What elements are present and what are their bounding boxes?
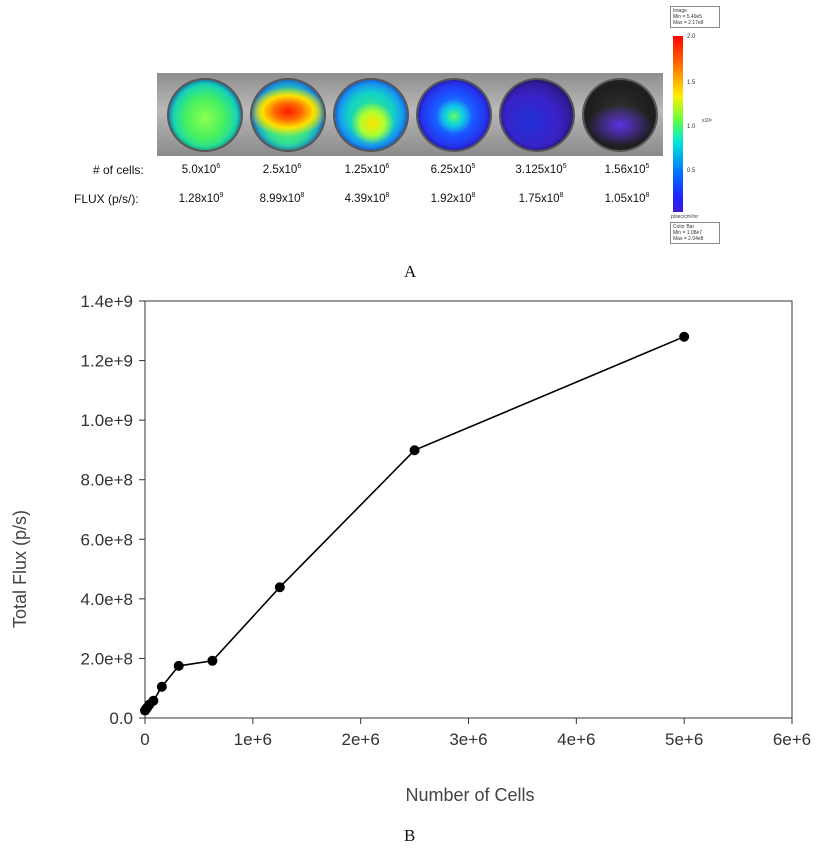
flux-value-1: 1.28x109 — [178, 192, 224, 205]
colorbar-bottom-note: Color Bar Min = 1.08e7 Max = 2.04e8 — [670, 222, 720, 244]
panel-a: # of cells: FLUX (p/s/): 5.0x106 2.5x106… — [0, 0, 819, 290]
cells-value-6: 1.56x105 — [604, 163, 650, 176]
x-tick-label: 5e+6 — [665, 730, 703, 749]
colorbar-exponent: x10⁸ — [702, 118, 713, 124]
cells-value-1: 5.0x106 — [181, 163, 221, 176]
x-tick-label: 4e+6 — [557, 730, 595, 749]
caption-b: B — [404, 826, 416, 845]
well-3-image — [335, 80, 407, 150]
colorbar-gradient — [673, 36, 683, 212]
well-6-image — [584, 80, 656, 150]
y-tick-label: 2.0e+8 — [81, 649, 133, 668]
flux-value-3: 4.39x108 — [344, 192, 390, 205]
color-scale-bar: Image Min = 5.49e5 Max = 2.17e8 2.0 1.5 … — [670, 6, 720, 248]
x-tick-label: 3e+6 — [449, 730, 487, 749]
data-point — [156, 681, 167, 692]
y-tick-label: 0.0 — [109, 709, 133, 728]
series-line — [144, 335, 685, 712]
data-point — [148, 695, 159, 706]
well-4-image — [418, 80, 490, 150]
y-tick-label: 8.0e+8 — [81, 471, 133, 490]
x-tick-label: 2e+6 — [342, 730, 380, 749]
y-tick-label: 6.0e+8 — [81, 530, 133, 549]
well-2-image — [252, 80, 324, 150]
well-5-image — [501, 80, 573, 150]
data-point — [173, 660, 184, 671]
flux-vs-cells-chart: 0 1e+6 2e+6 3e+6 4e+6 5e+6 6e+6 0.0 2.0e+8 4.0e+8… — [10, 292, 812, 805]
flux-value-4: 1.92x108 — [430, 192, 476, 205]
y-axis-title: Total Flux (p/s) — [10, 510, 30, 628]
flux-value-2: 8.99x108 — [259, 192, 305, 205]
flux-value-5: 1.75x108 — [518, 192, 564, 205]
cells-row-label: # of cells: — [93, 163, 144, 177]
x-tick-label: 0 — [140, 730, 149, 749]
y-tick-label: 1.4e+9 — [81, 292, 133, 311]
flux-value-6: 1.05x108 — [604, 192, 650, 205]
plot-frame — [144, 300, 793, 719]
cells-value-4: 6.25x105 — [430, 163, 476, 176]
cells-value-2: 2.5x106 — [262, 163, 302, 176]
flux-row-label: FLUX (p/s/): — [74, 192, 139, 206]
cells-value-5: 3.125x105 — [515, 163, 567, 176]
cells-value-3: 1.25x106 — [344, 163, 390, 176]
colorbar-tick-2: 1.5 — [687, 80, 696, 86]
y-tick-label: 1.2e+9 — [81, 352, 133, 371]
colorbar-tick-1: 2.0 — [687, 34, 696, 40]
well-1-image — [169, 80, 241, 150]
x-tick-label: 1e+6 — [234, 730, 272, 749]
colorbar-tick-3: 1.0 — [687, 124, 696, 130]
y-tick-label: 4.0e+8 — [81, 590, 133, 609]
x-axis-title: Number of Cells — [405, 785, 534, 805]
colorbar-units: p/sec/cm²/sr — [671, 214, 699, 220]
plot-area: 0 1e+6 2e+6 3e+6 4e+6 5e+6 6e+6 0.0 2.0e+8 4.0e+8… — [81, 292, 812, 749]
colorbar-tick-4: 0.5 — [687, 168, 696, 174]
x-tick-label: 6e+6 — [773, 730, 811, 749]
data-point — [274, 582, 285, 593]
data-point — [409, 445, 420, 456]
colorbar-top-note: Image Min = 5.49e5 Max = 2.17e8 — [670, 6, 720, 28]
y-tick-label: 1.0e+9 — [81, 411, 133, 430]
bioluminescence-well-strip — [157, 73, 663, 156]
data-point — [207, 655, 218, 666]
data-point — [679, 331, 690, 342]
caption-a: A — [404, 262, 417, 281]
